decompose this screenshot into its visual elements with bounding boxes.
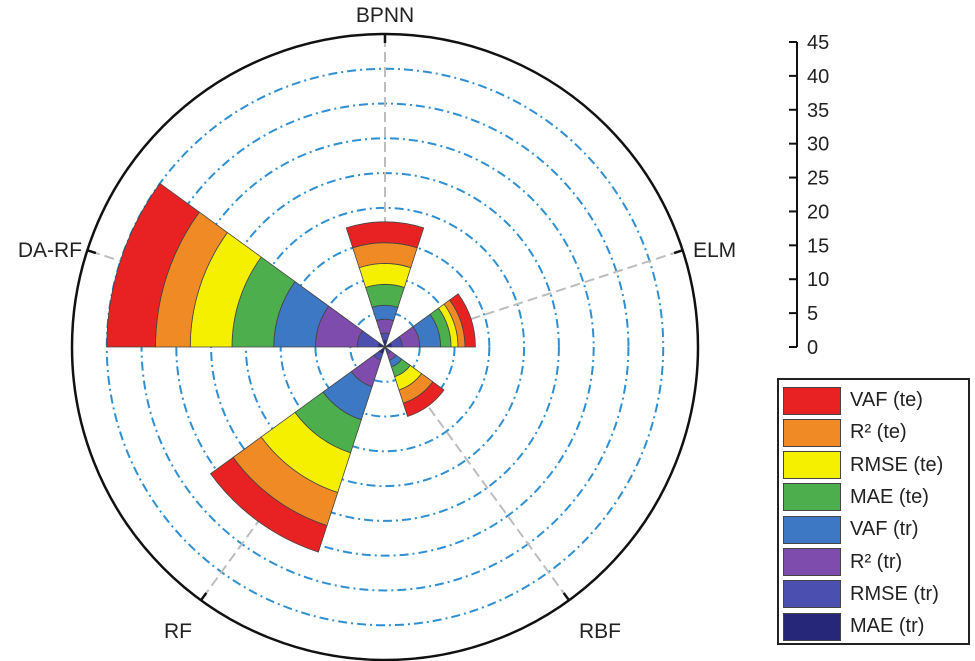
bar-segment (402, 381, 445, 417)
legend-label: R² (tr) (850, 550, 903, 573)
legend-item: R² (te) (783, 417, 907, 448)
axis-tick-label: 0 (807, 337, 818, 359)
legend-label: MAE (te) (850, 485, 929, 508)
axis-tick-label: 25 (807, 168, 829, 190)
legend: VAF (te) R² (te) RMSE (te) MAE (te) VAF (tr)… (777, 378, 970, 645)
bar-segment (375, 318, 395, 335)
bar-segment (345, 221, 425, 249)
legend-label: R² (te) (850, 421, 907, 444)
legend-swatch (783, 451, 841, 480)
category-tick (673, 248, 685, 255)
legend-item: RMSE (tr) (783, 579, 939, 610)
axis-tick-label: 45 (807, 32, 829, 54)
legend-label: VAF (tr) (850, 518, 919, 541)
legend-item: MAE (tr) (783, 611, 924, 642)
axis-tick-label: 5 (807, 303, 818, 325)
legend-item: MAE (te) (783, 482, 929, 513)
legend-swatch (783, 386, 841, 415)
legend-label: VAF (te) (850, 389, 923, 411)
category-tick (562, 592, 571, 602)
bar-segment (449, 293, 476, 348)
axis-tick-label: 30 (807, 134, 829, 156)
bar-segment (358, 263, 412, 288)
legend-item: VAF (tr) (783, 514, 919, 545)
axis-tick-label: 20 (807, 201, 829, 223)
legend-swatch (783, 483, 841, 512)
category-label: RF (164, 620, 192, 643)
bar-segment (371, 304, 399, 322)
bar-segment (380, 332, 390, 341)
category-label: RBF (579, 620, 621, 643)
category-label: ELM (693, 239, 736, 262)
category-label: DA-RF (18, 239, 82, 262)
category-labels: BPNN ELM RBF RF DA-RF (18, 4, 736, 643)
legend-item: RMSE (te) (783, 450, 943, 481)
radial-scale-axis: 0 5 10 15 20 25 30 35 40 45 (789, 32, 829, 359)
legend-item: VAF (te) (783, 385, 923, 416)
category-label: BPNN (356, 4, 414, 27)
axis-tick-label: 10 (807, 269, 829, 291)
axis-tick-label: 35 (807, 100, 829, 122)
legend-label: RMSE (te) (850, 453, 944, 476)
legend-swatch (783, 580, 841, 609)
grid-circle (244, 206, 526, 488)
category-ticks (85, 33, 685, 602)
category-tick (85, 248, 97, 255)
legend-item: R² (tr) (783, 547, 902, 578)
axis-tick-label: 40 (807, 66, 829, 88)
axis-tick-label: 15 (807, 235, 829, 257)
legend-swatch (783, 612, 841, 641)
legend-swatch (783, 548, 841, 576)
grid-circle (105, 67, 665, 627)
legend-swatch (783, 418, 841, 447)
bar-segments (106, 182, 476, 553)
bar-segment (209, 456, 328, 553)
bar-segment (106, 182, 200, 348)
category-tick (199, 592, 208, 602)
legend-label: MAE (tr) (850, 615, 925, 638)
bar-segment (365, 284, 405, 308)
legend-label: RMSE (tr) (850, 582, 939, 605)
legend-swatch (783, 515, 841, 544)
grid-circle (175, 137, 595, 557)
